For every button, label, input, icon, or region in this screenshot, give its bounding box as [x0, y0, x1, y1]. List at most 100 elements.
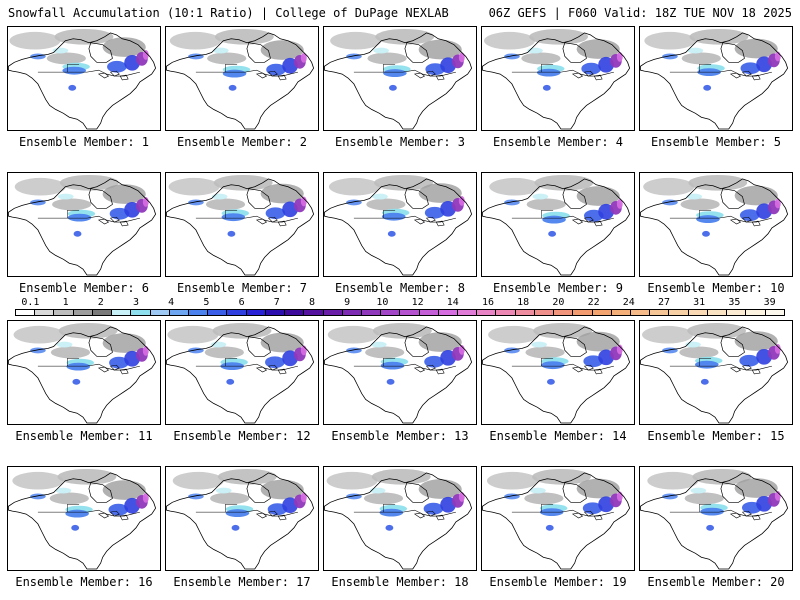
- ensemble-map-panel: [165, 172, 319, 277]
- ensemble-map-panel: [165, 26, 319, 131]
- colorbar-segment: [573, 310, 593, 315]
- colorbar-segment: [381, 310, 401, 315]
- colorbar-tick-label: 31: [693, 297, 706, 308]
- colorbar-tick-label: 39: [763, 297, 776, 308]
- ensemble-member-label: Ensemble Member: 12: [173, 429, 311, 443]
- colorbar-segment: [16, 310, 36, 315]
- ensemble-map-panel: [481, 172, 635, 277]
- colorbar-tick-label: 4: [168, 297, 175, 308]
- colorbar-segment: [458, 310, 478, 315]
- ensemble-member-label: Ensemble Member: 20: [647, 575, 785, 589]
- ensemble-map-panel: [481, 26, 635, 131]
- colorbar-segment: [73, 310, 93, 315]
- ensemble-map-panel: [323, 466, 477, 571]
- chart-title: Snowfall Accumulation (10:1 Ratio) | Col…: [8, 6, 449, 20]
- snowfall-map: [166, 28, 315, 130]
- ensemble-member-label: Ensemble Member: 19: [489, 575, 627, 589]
- snowfall-map: [482, 174, 631, 276]
- colorbar-labels: 0.1 1 2 3 4 5 6 7 8 9 10 12 14 16 18 20 22 24 27 31 35 39: [15, 297, 785, 309]
- colorbar-segment: [669, 310, 689, 315]
- colorbar-tick-label: 1: [62, 297, 69, 308]
- colorbar-tick-label: 10: [376, 297, 389, 308]
- ensemble-map-panel: [7, 320, 161, 425]
- ensemble-member-label: Ensemble Member: 1: [18, 135, 150, 149]
- snowfall-map: [482, 322, 631, 424]
- ensemble-member-label: Ensemble Member: 16: [15, 575, 153, 589]
- colorbar-segment: [54, 310, 74, 315]
- colorbar-segment: [515, 310, 535, 315]
- ensemble-map-panel: [639, 26, 793, 131]
- colorbar-segment: [323, 310, 343, 315]
- snowfall-map: [324, 468, 473, 570]
- colorbar-segment: [592, 310, 612, 315]
- colorbar-segment: [208, 310, 228, 315]
- colorbar-segment: [342, 310, 362, 315]
- snowfall-map: [640, 468, 789, 570]
- colorbar-segment: [688, 310, 708, 315]
- ensemble-map-panel: [639, 320, 793, 425]
- colorbar-segment: [361, 310, 382, 315]
- colorbar-segment: [227, 310, 247, 315]
- snowfall-map: [8, 174, 157, 276]
- colorbar-tick-label: 14: [446, 297, 459, 308]
- colorbar-segment: [650, 310, 670, 315]
- ensemble-member-label: Ensemble Member: 6: [18, 281, 150, 295]
- ensemble-member-label: Ensemble Member: 15: [647, 429, 785, 443]
- colorbar-segment: [496, 310, 516, 315]
- colorbar-tick-label: 2: [97, 297, 104, 308]
- ensemble-member-label: Ensemble Member: 3: [334, 135, 466, 149]
- snowfall-map: [324, 174, 473, 276]
- colorbar-tick-label: 7: [273, 297, 280, 308]
- ensemble-map-panel: [7, 26, 161, 131]
- colorbar-tick-label: 12: [411, 297, 424, 308]
- ensemble-member-label: Ensemble Member: 10: [647, 281, 785, 295]
- colorbar-segment: [707, 310, 728, 315]
- ensemble-map-panel: [639, 172, 793, 277]
- colorbar-segment: [169, 310, 189, 315]
- colorbar-segment: [477, 310, 497, 315]
- snowfall-map: [640, 174, 789, 276]
- colorbar-segment: [265, 310, 286, 315]
- ensemble-map-panel: [7, 172, 161, 277]
- colorbar-tick-label: 35: [728, 297, 741, 308]
- colorbar-segment: [304, 310, 324, 315]
- colorbar-segment: [727, 310, 747, 315]
- ensemble-member-label: Ensemble Member: 2: [176, 135, 308, 149]
- colorbar-tick-label: 9: [344, 297, 351, 308]
- ensemble-map-panel: [165, 320, 319, 425]
- snowfall-map: [8, 28, 157, 130]
- ensemble-member-label: Ensemble Member: 5: [650, 135, 782, 149]
- ensemble-map-panel: [323, 320, 477, 425]
- colorbar-tick-label: 6: [238, 297, 245, 308]
- colorbar-tick-label: 22: [587, 297, 600, 308]
- colorbar-tick-label: 20: [552, 297, 565, 308]
- colorbar-tick-label: 24: [622, 297, 635, 308]
- colorbar-tick-label: 3: [132, 297, 140, 308]
- colorbar-segment: [554, 310, 574, 315]
- snowfall-map: [482, 468, 631, 570]
- ensemble-map-panel: [481, 466, 635, 571]
- snowfall-colorbar: [15, 309, 785, 316]
- ensemble-member-label: Ensemble Member: 7: [176, 281, 308, 295]
- ensemble-map-panel: [7, 466, 161, 571]
- colorbar-tick-label: 0.1: [21, 297, 40, 308]
- ensemble-member-label: Ensemble Member: 17: [173, 575, 311, 589]
- colorbar-segment: [188, 310, 209, 315]
- snowfall-map: [166, 322, 315, 424]
- colorbar-segment: [438, 310, 459, 315]
- colorbar-segment: [746, 310, 766, 315]
- ensemble-member-label: Ensemble Member: 8: [334, 281, 466, 295]
- colorbar-segment: [35, 310, 55, 315]
- ensemble-map-panel: [165, 466, 319, 571]
- colorbar-tick-label: 8: [308, 297, 316, 308]
- ensemble-member-label: Ensemble Member: 11: [15, 429, 153, 443]
- colorbar-segment: [285, 310, 305, 315]
- snowfall-map: [166, 468, 315, 570]
- snowfall-map: [640, 28, 789, 130]
- model-run-info: 06Z GEFS | F060 Valid: 18Z TUE NOV 18 20…: [488, 6, 792, 20]
- ensemble-member-label: Ensemble Member: 13: [331, 429, 469, 443]
- colorbar-segment: [112, 310, 132, 315]
- colorbar-segment: [400, 310, 420, 315]
- snowfall-map: [8, 322, 157, 424]
- snowfall-map: [640, 322, 789, 424]
